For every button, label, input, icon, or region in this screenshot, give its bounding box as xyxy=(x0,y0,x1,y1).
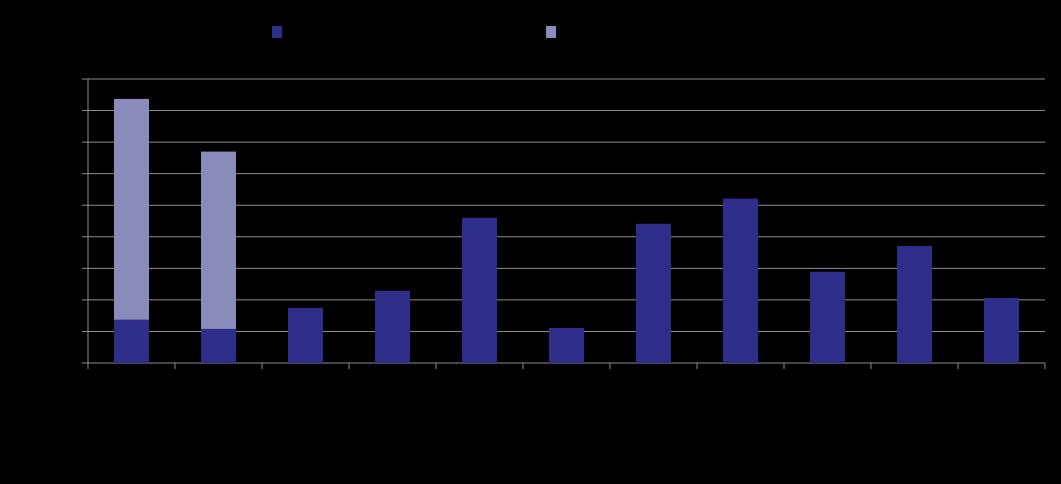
bar xyxy=(114,319,149,363)
bar xyxy=(549,327,584,363)
bar xyxy=(201,328,236,363)
legend-swatch xyxy=(546,26,556,38)
bar xyxy=(375,290,410,363)
bar xyxy=(984,297,1019,363)
bar xyxy=(810,271,845,363)
bar xyxy=(636,223,671,363)
bar xyxy=(288,307,323,363)
bar xyxy=(462,217,497,363)
bar xyxy=(723,198,758,363)
bar xyxy=(114,98,149,320)
bar xyxy=(897,245,932,363)
bar xyxy=(201,151,236,329)
legend-swatch xyxy=(272,26,282,38)
